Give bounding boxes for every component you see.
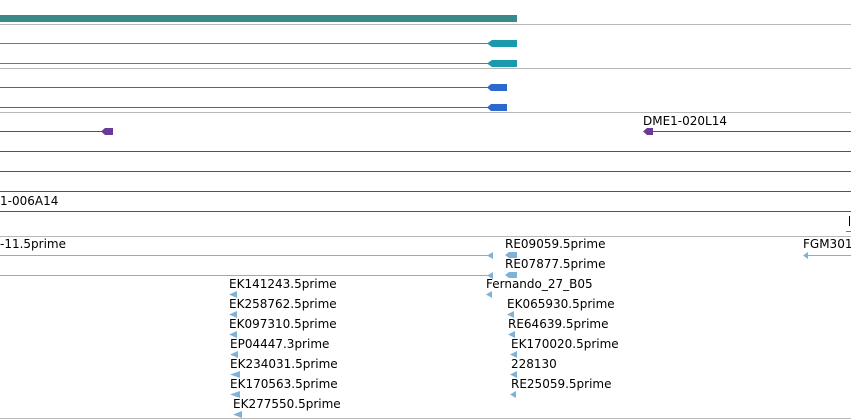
est-feature[interactable] bbox=[510, 391, 516, 398]
est-feature[interactable] bbox=[229, 311, 237, 318]
est-label: EP04447.3prime bbox=[230, 337, 329, 351]
est-feature[interactable] bbox=[229, 291, 237, 298]
gene-summary-bar[interactable] bbox=[0, 15, 517, 22]
est-feature[interactable] bbox=[230, 371, 240, 378]
transcript-blue-1[interactable] bbox=[0, 84, 507, 91]
est-feature[interactable] bbox=[803, 252, 851, 259]
est-feature[interactable] bbox=[510, 371, 517, 378]
est-track: -11.5prime RE09059.5prime FGM301 RE07877… bbox=[0, 237, 851, 418]
est-label: EK170020.5prime bbox=[511, 337, 619, 351]
est-label: FGM301 bbox=[803, 237, 851, 251]
est-label: -11.5prime bbox=[0, 237, 66, 251]
est-feature[interactable] bbox=[486, 291, 492, 298]
est-feature[interactable] bbox=[510, 351, 517, 358]
clone-track-purple-1[interactable] bbox=[0, 128, 113, 135]
est-label: EK141243.5prime bbox=[229, 277, 337, 291]
est-label: EK234031.5prime bbox=[230, 357, 338, 371]
track-separators bbox=[0, 24, 851, 419]
transcript-teal-2[interactable] bbox=[0, 60, 517, 67]
est-label: EK170563.5prime bbox=[230, 377, 338, 391]
est-feature[interactable] bbox=[229, 331, 237, 338]
est-label: EK258762.5prime bbox=[229, 297, 337, 311]
est-feature[interactable] bbox=[230, 391, 240, 398]
est-feature[interactable] bbox=[508, 331, 515, 338]
est-feature[interactable] bbox=[0, 252, 493, 259]
est-feature[interactable] bbox=[0, 272, 493, 279]
est-label: Fernando_27_B05 bbox=[486, 277, 593, 291]
est-label: EK097310.5prime bbox=[229, 317, 337, 331]
est-feature[interactable] bbox=[505, 252, 517, 258]
clone-label: DME1-020L14 bbox=[643, 114, 727, 128]
est-label: EK277550.5prime bbox=[233, 397, 341, 411]
est-feature[interactable] bbox=[230, 351, 238, 358]
transcript-teal-1[interactable] bbox=[0, 40, 517, 47]
est-label: EK065930.5prime bbox=[507, 297, 615, 311]
est-label: RE07877.5prime bbox=[505, 257, 606, 271]
est-label: RE64639.5prime bbox=[508, 317, 609, 331]
est-feature[interactable] bbox=[507, 311, 514, 318]
transcript-blue-2[interactable] bbox=[0, 104, 507, 111]
est-feature[interactable] bbox=[233, 411, 242, 418]
clone-label: 1-006A14 bbox=[0, 194, 58, 208]
est-label: RE09059.5prime bbox=[505, 237, 606, 251]
clone-track-purple-2[interactable] bbox=[643, 128, 851, 135]
est-label: 228130 bbox=[511, 357, 557, 371]
est-label: RE25059.5prime bbox=[511, 377, 612, 391]
est-feature[interactable] bbox=[505, 272, 517, 278]
edge-glyph bbox=[846, 216, 851, 232]
